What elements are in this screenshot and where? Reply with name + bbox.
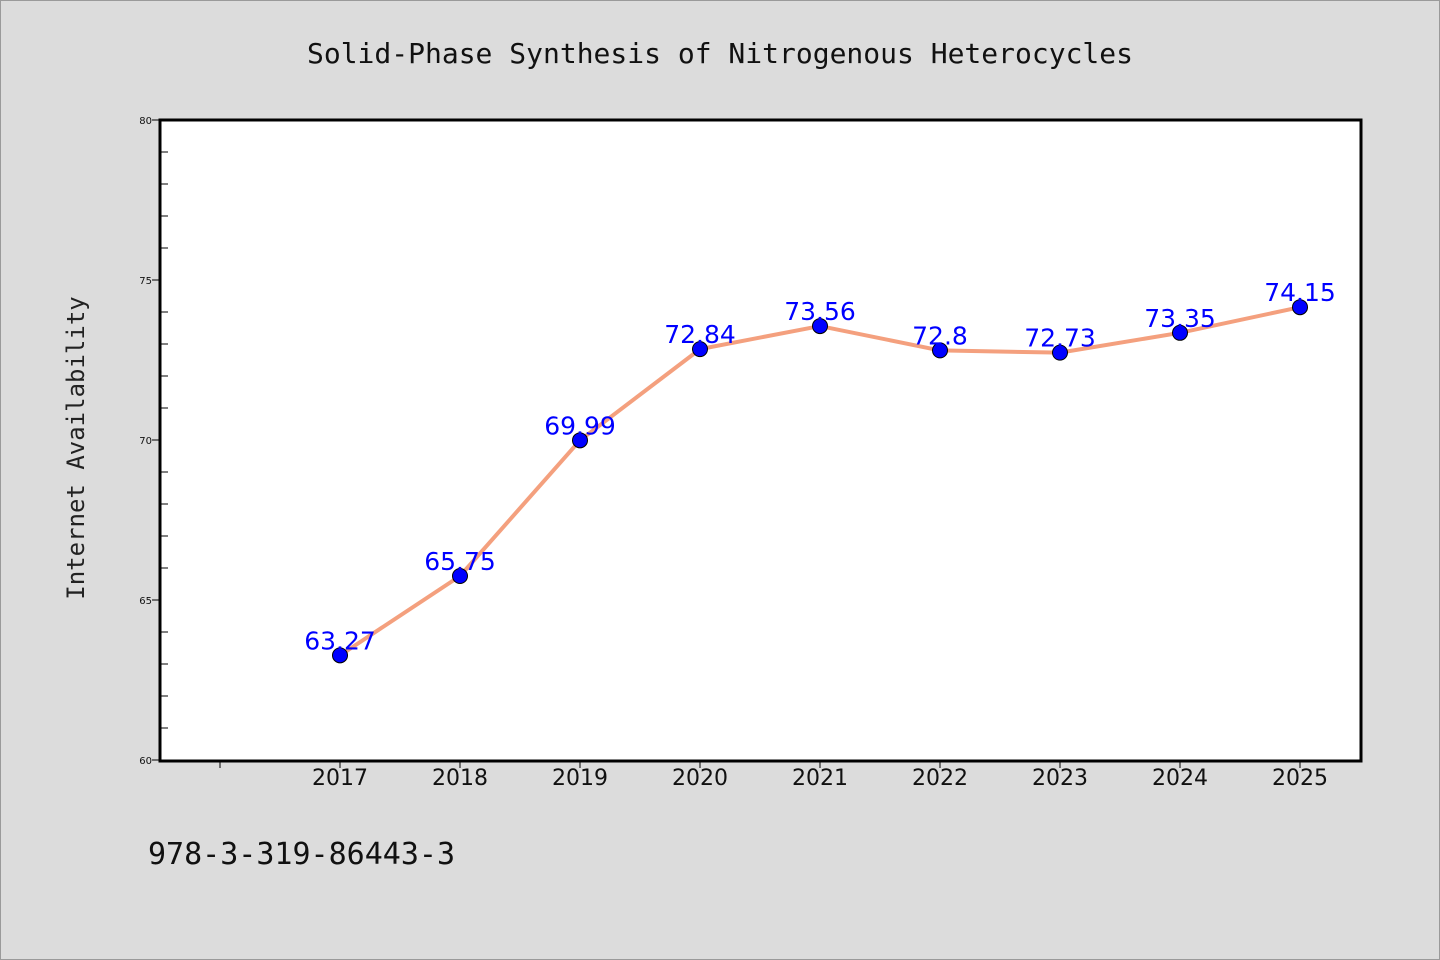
data-labels: 63.27 65.75 69.99 72.84 73.56 72.8 72.73 73.35 7… [304,278,1336,655]
x-tick-label: 2021 [792,766,848,791]
y-tick-label: 80 [139,116,152,127]
data-point [572,432,588,449]
y-tick-label: 65 [139,596,152,607]
x-tick-label: 2022 [912,766,968,791]
x-tick-label: 2020 [672,766,728,791]
x-tick-label: 2017 [312,766,368,791]
y-tick-label: 60 [139,756,152,767]
x-tick-label: 2019 [552,766,608,791]
data-point [932,342,948,359]
data-label: 69.99 [544,411,616,440]
data-point [452,568,468,584]
data-point [1052,344,1068,361]
data-point [692,341,708,358]
data-label: 74.15 [1264,278,1336,307]
data-label: 65.75 [424,547,496,576]
chart-title: Solid-Phase Synthesis of Nitrogenous Het… [307,37,1133,70]
x-tick-label: 2018 [432,766,488,791]
data-label: 73.56 [784,297,856,326]
data-label: 72.73 [1024,324,1096,353]
isbn-text: 978-3-319-86443-3 [148,837,455,872]
data-label: 73.35 [1144,304,1216,333]
data-point [332,647,348,664]
data-label: 72.84 [664,320,736,349]
y-axis-label: Internet Availability [62,296,90,599]
data-label: 72.8 [912,321,968,350]
data-points [332,299,1308,664]
x-tick-label: 2023 [1032,766,1088,791]
plot-area [158,118,1363,763]
y-tick-label: 70 [139,436,152,447]
x-tick-label: 2025 [1272,766,1328,791]
data-label: 63.27 [304,626,376,655]
data-point [812,318,828,335]
x-tick-label: 2024 [1152,766,1208,791]
y-tick-label: 75 [139,276,152,287]
axis-ticks: 60 65 70 75 80 2017 2018 2019 2020 2021 2022 2023 20… [139,116,1328,791]
data-point [1172,324,1188,341]
data-point [1292,299,1308,316]
